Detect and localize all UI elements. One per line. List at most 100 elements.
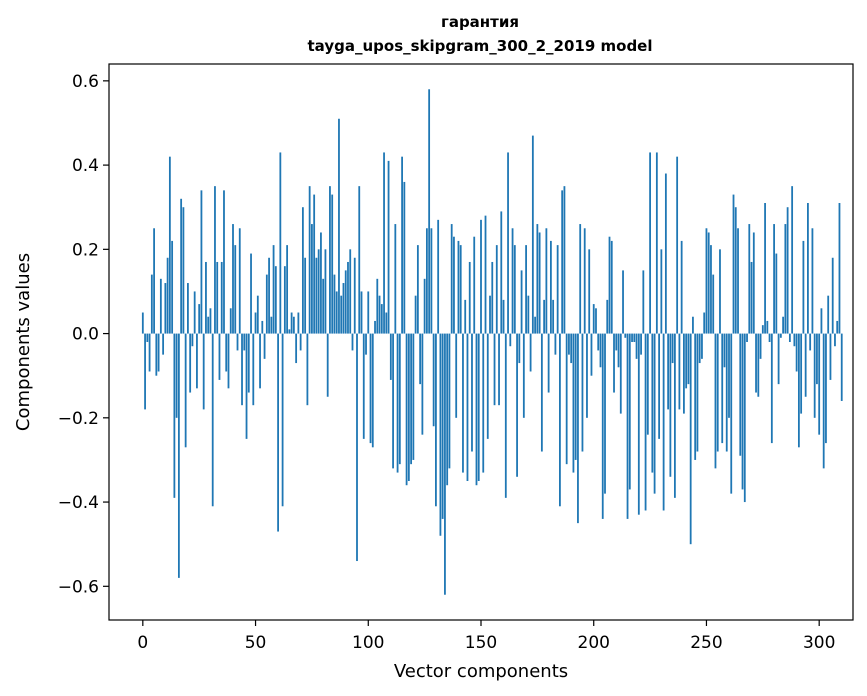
bar (270, 316, 273, 334)
bar (518, 333, 521, 364)
bar (425, 228, 428, 334)
bar (768, 333, 771, 342)
bar (773, 224, 775, 334)
bar (177, 333, 180, 578)
bar (800, 333, 803, 414)
bar (513, 245, 516, 334)
bar (218, 333, 221, 380)
bar (367, 291, 370, 334)
bar (563, 186, 566, 334)
bar (150, 274, 153, 334)
bar (410, 333, 413, 465)
bar (159, 278, 162, 334)
bar (779, 333, 782, 338)
bar (216, 261, 219, 334)
y-axis-label: Components values (13, 253, 34, 431)
bar (667, 333, 670, 410)
bar (401, 156, 403, 334)
bar (707, 232, 710, 334)
bar (320, 232, 322, 334)
bar (631, 333, 633, 342)
bar (586, 333, 588, 418)
bar (527, 295, 530, 334)
bar (644, 333, 647, 511)
y-tick-label: 0.2 (72, 240, 99, 260)
bar (730, 333, 733, 494)
bar (838, 203, 841, 334)
bar (791, 186, 794, 334)
bar (405, 333, 408, 486)
bar (615, 333, 618, 351)
bar (227, 333, 230, 389)
bar (439, 333, 442, 536)
bar (599, 333, 602, 368)
bar (739, 333, 742, 456)
bar (238, 228, 241, 334)
bar (299, 333, 302, 351)
bar (155, 333, 158, 376)
bar (423, 278, 426, 334)
bar (380, 304, 383, 334)
bar (243, 333, 246, 351)
bar (570, 333, 573, 364)
bar (245, 333, 248, 439)
bar (277, 333, 279, 532)
bar (180, 198, 183, 334)
bar (187, 283, 189, 334)
bar (211, 333, 214, 507)
bar (827, 295, 830, 334)
bar (511, 228, 514, 334)
bar (540, 333, 543, 452)
bar (286, 245, 289, 334)
bar (329, 186, 331, 334)
bar (396, 333, 399, 473)
bar (507, 152, 509, 334)
bar (577, 333, 579, 524)
bar (604, 333, 606, 494)
bar (236, 333, 239, 351)
bar (421, 333, 424, 435)
bar (590, 333, 593, 376)
bar (486, 333, 489, 439)
bar (324, 249, 327, 334)
bar (279, 152, 282, 334)
bar (809, 333, 812, 351)
bar (403, 181, 406, 334)
bar (775, 253, 778, 334)
bar (297, 312, 300, 334)
bar (509, 333, 512, 347)
bar (635, 333, 638, 359)
bar (412, 333, 415, 460)
bar (306, 333, 309, 406)
bar (710, 245, 712, 334)
bar (153, 228, 155, 334)
bar (719, 249, 721, 334)
bar (462, 333, 464, 473)
bar (755, 333, 757, 393)
bar (193, 291, 196, 334)
bar (552, 299, 555, 334)
bar (816, 333, 818, 385)
bar (525, 245, 527, 334)
bar (653, 333, 656, 494)
bar (592, 304, 595, 334)
bar (459, 245, 462, 334)
bar (455, 333, 458, 418)
bar (356, 333, 358, 562)
bar (822, 333, 825, 469)
bar (761, 325, 764, 334)
bar (701, 333, 703, 359)
x-axis-ticks: 0 50 100 150 200 250 300 (137, 620, 835, 653)
bar (504, 333, 507, 498)
bar (696, 333, 699, 452)
bar (793, 333, 796, 347)
bar (331, 194, 334, 334)
bar (545, 228, 548, 334)
bar (766, 320, 769, 334)
bar (157, 333, 160, 372)
bar (797, 333, 800, 448)
bar (263, 333, 266, 359)
bar (232, 224, 234, 334)
bar (274, 266, 277, 334)
bar (247, 333, 250, 393)
